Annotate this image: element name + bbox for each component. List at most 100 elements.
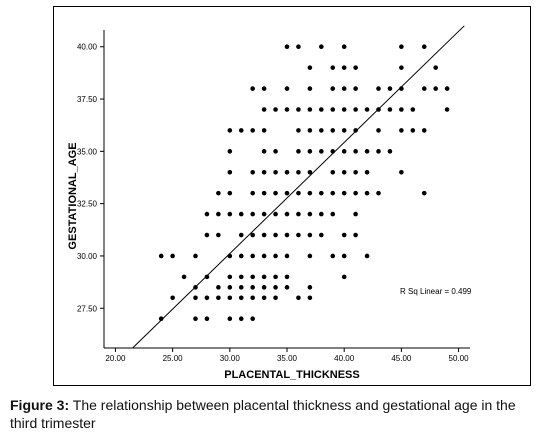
x-tick-label: 40.00 [334, 354, 355, 363]
data-point [330, 65, 336, 70]
data-point [399, 65, 404, 70]
data-point [296, 149, 301, 154]
data-point [433, 86, 438, 91]
data-point [399, 128, 404, 133]
data-point [238, 295, 244, 301]
data-point [330, 190, 336, 196]
data-point [273, 232, 278, 238]
data-point [399, 169, 404, 175]
data-point [353, 169, 358, 175]
fit-line-group [132, 25, 465, 349]
data-point [227, 316, 233, 322]
data-point [204, 274, 210, 280]
data-point [204, 295, 210, 301]
data-point [193, 253, 198, 259]
data-point [296, 211, 301, 217]
data-point [364, 253, 370, 259]
y-tick-label: 37.50 [77, 95, 98, 104]
data-point [250, 295, 255, 301]
data-point [330, 107, 336, 112]
data-point [170, 295, 175, 301]
data-point [307, 169, 313, 175]
data-point [341, 253, 347, 259]
data-point [284, 190, 290, 196]
data-point [364, 149, 370, 154]
data-point [227, 295, 233, 301]
data-point [319, 211, 324, 217]
data-point [341, 190, 347, 196]
data-point [376, 190, 381, 196]
data-point [250, 232, 255, 238]
data-point [261, 274, 267, 280]
y-tick-label: 32.50 [77, 200, 98, 209]
data-point [341, 232, 347, 238]
data-point [353, 86, 358, 91]
data-point [261, 86, 267, 91]
data-point [353, 107, 358, 112]
data-point [227, 253, 233, 259]
data-point [307, 211, 313, 217]
data-point [284, 232, 290, 238]
data-point [421, 190, 427, 196]
data-point [284, 107, 290, 112]
x-tick-label: 30.00 [220, 354, 241, 363]
data-point [330, 128, 336, 133]
caption-label: Figure 3: [10, 397, 70, 413]
data-point [341, 86, 347, 91]
data-point [273, 211, 278, 217]
data-point [341, 274, 347, 280]
data-point [250, 253, 255, 259]
data-point [376, 128, 381, 133]
data-point [273, 274, 278, 280]
data-point [284, 86, 290, 91]
data-point [284, 44, 290, 50]
x-tick-label: 50.00 [449, 354, 470, 363]
axis-ticks: 20.00 25.00 30.00 35.00 40.00 45.00 50.00 27.50… [77, 43, 469, 363]
data-point [284, 274, 290, 280]
data-point [216, 211, 221, 217]
data-point [307, 295, 313, 301]
data-point [227, 274, 233, 280]
data-point [250, 169, 255, 175]
data-point [319, 107, 324, 112]
data-point [227, 149, 233, 154]
data-point [387, 149, 393, 154]
data-point [250, 86, 255, 91]
data-point [307, 232, 313, 238]
data-point [193, 316, 198, 322]
data-point [330, 253, 336, 259]
data-point [410, 128, 416, 133]
data-point [376, 149, 381, 154]
y-tick-label: 27.50 [77, 304, 98, 313]
data-point [364, 190, 370, 196]
data-point [204, 232, 210, 238]
data-point [330, 86, 336, 91]
data-point [399, 86, 404, 91]
data-point [319, 44, 324, 50]
data-point [444, 86, 450, 91]
data-point [238, 285, 244, 290]
data-point [261, 253, 267, 259]
data-point [261, 211, 267, 217]
data-point [307, 128, 313, 133]
data-point [250, 285, 255, 290]
data-point [227, 190, 233, 196]
data-point [296, 128, 301, 133]
data-point [158, 316, 164, 322]
data-point [261, 285, 267, 290]
data-point [341, 107, 347, 112]
data-point [193, 285, 198, 290]
data-point [296, 232, 301, 238]
data-point [296, 190, 301, 196]
data-point [227, 285, 233, 290]
data-point [273, 295, 278, 301]
data-point [273, 190, 278, 196]
data-point [376, 86, 381, 91]
data-point [284, 211, 290, 217]
data-point [330, 169, 336, 175]
data-point [433, 65, 438, 70]
data-point [421, 128, 427, 133]
data-point [364, 169, 370, 175]
data-point [250, 190, 255, 196]
figure-caption: Figure 3: The relationship between place… [10, 396, 530, 432]
